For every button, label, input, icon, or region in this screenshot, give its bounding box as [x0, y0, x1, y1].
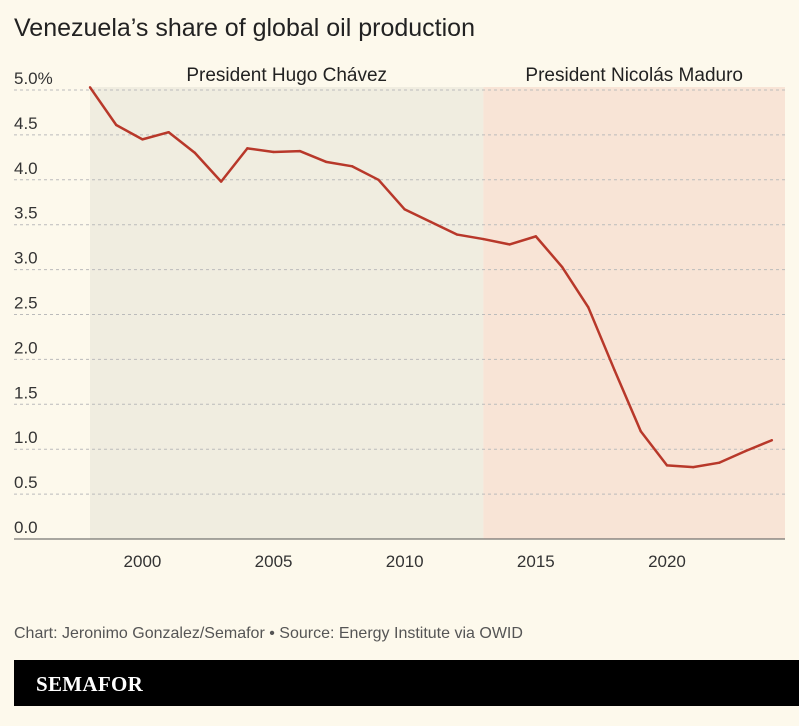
data-point [560, 265, 564, 269]
y-tick-label: 4.5 [14, 114, 38, 133]
data-point [141, 138, 144, 141]
data-point [115, 123, 118, 127]
y-tick-label: 3.0 [14, 249, 38, 268]
y-tick-label: 1.0 [14, 428, 38, 447]
period-label: President Hugo Chávez [186, 65, 387, 86]
data-point [613, 368, 616, 372]
data-point [429, 220, 433, 224]
data-point [298, 149, 302, 153]
x-tick-label: 2015 [517, 552, 555, 571]
data-point [744, 449, 747, 453]
x-tick-label: 2000 [124, 552, 162, 571]
data-point [88, 86, 92, 89]
data-point [377, 178, 380, 181]
semafor-logo: SEMAFOR [36, 672, 144, 696]
y-tick-label: 0.0 [14, 518, 38, 537]
chart-title: Venezuela’s share of global oil producti… [14, 14, 475, 42]
period-shade [483, 87, 785, 539]
data-point [639, 430, 642, 433]
data-point [167, 131, 170, 134]
data-point [587, 306, 590, 309]
x-tick-label: 2010 [386, 552, 424, 571]
y-tick-label: 1.5 [14, 383, 38, 402]
data-point [508, 243, 511, 246]
data-point [455, 233, 459, 236]
data-point [246, 147, 249, 150]
y-tick-label: 4.0 [14, 159, 38, 178]
y-tick-label: 3.5 [14, 204, 38, 223]
data-point [692, 465, 695, 469]
data-point [665, 464, 669, 467]
x-tick-label: 2020 [648, 552, 686, 571]
y-tick-label: 5.0% [14, 69, 53, 88]
brand-bar: SEMAFOR [14, 660, 799, 706]
y-tick-label: 2.0 [14, 338, 38, 357]
source-note: Chart: Jeronimo Gonzalez/Semafor • Sourc… [14, 625, 523, 642]
data-point [219, 180, 223, 183]
period-label: President Nicolás Maduro [525, 65, 743, 86]
y-tick-label: 2.5 [14, 294, 38, 313]
data-point [482, 237, 485, 241]
data-point [718, 461, 721, 464]
data-point [324, 160, 328, 164]
y-tick-label: 0.5 [14, 473, 38, 492]
data-point [193, 151, 197, 155]
data-point [351, 165, 354, 168]
data-point [770, 439, 774, 442]
chart: President Hugo Chávez President Nicolás M… [14, 65, 785, 571]
x-tick-label: 2005 [255, 552, 293, 571]
data-point [534, 235, 538, 238]
data-point [403, 208, 406, 211]
period-shade [90, 87, 484, 539]
data-point [272, 150, 275, 154]
